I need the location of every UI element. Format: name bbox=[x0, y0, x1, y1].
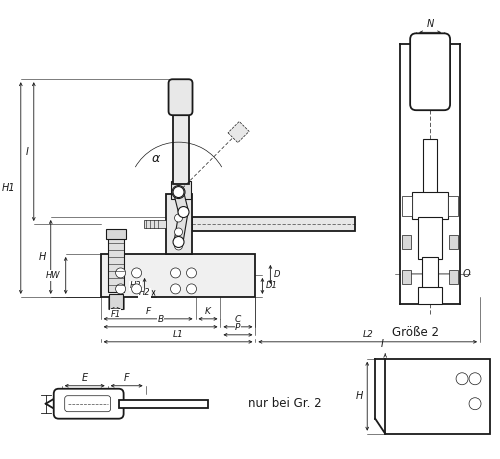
Bar bbox=[385, 359, 490, 434]
Circle shape bbox=[170, 268, 180, 278]
Text: H: H bbox=[356, 391, 363, 401]
Bar bbox=[418, 217, 442, 259]
Text: Größe 2: Größe 2 bbox=[392, 326, 438, 339]
Bar bbox=[108, 294, 122, 309]
Text: B: B bbox=[158, 315, 164, 324]
Circle shape bbox=[116, 268, 126, 278]
Polygon shape bbox=[174, 211, 188, 243]
Text: F: F bbox=[124, 373, 130, 383]
Text: HW: HW bbox=[46, 271, 60, 280]
FancyBboxPatch shape bbox=[54, 389, 124, 419]
Bar bbox=[108, 237, 124, 292]
Text: K: K bbox=[205, 307, 211, 316]
Text: D1: D1 bbox=[266, 281, 278, 291]
Bar bbox=[192, 217, 355, 231]
Circle shape bbox=[116, 284, 126, 294]
Text: O: O bbox=[463, 269, 470, 279]
Text: I: I bbox=[380, 339, 383, 349]
Text: L1: L1 bbox=[172, 330, 184, 339]
Bar bbox=[166, 194, 192, 254]
Text: H2: H2 bbox=[139, 288, 150, 297]
Bar bbox=[449, 235, 458, 249]
Bar bbox=[422, 257, 438, 289]
Circle shape bbox=[173, 186, 184, 197]
FancyBboxPatch shape bbox=[64, 396, 110, 412]
Text: I: I bbox=[26, 146, 29, 157]
Circle shape bbox=[456, 373, 468, 385]
Circle shape bbox=[172, 185, 185, 199]
Circle shape bbox=[132, 284, 141, 294]
Circle shape bbox=[186, 284, 196, 294]
Bar bbox=[402, 196, 412, 216]
FancyBboxPatch shape bbox=[410, 34, 450, 110]
Circle shape bbox=[178, 207, 189, 218]
FancyBboxPatch shape bbox=[168, 79, 192, 115]
Bar bbox=[423, 139, 437, 194]
Bar bbox=[118, 400, 208, 408]
Bar bbox=[170, 181, 190, 199]
Polygon shape bbox=[174, 191, 188, 213]
Text: F1: F1 bbox=[110, 310, 121, 319]
Circle shape bbox=[469, 373, 481, 385]
Circle shape bbox=[469, 397, 481, 410]
Polygon shape bbox=[228, 122, 249, 143]
Bar bbox=[448, 196, 458, 216]
Bar bbox=[412, 192, 448, 219]
Text: F: F bbox=[146, 307, 150, 316]
Bar bbox=[100, 254, 256, 297]
Circle shape bbox=[174, 228, 182, 236]
Circle shape bbox=[186, 268, 196, 278]
Text: H3: H3 bbox=[130, 281, 141, 291]
Circle shape bbox=[170, 284, 180, 294]
Text: E: E bbox=[82, 373, 87, 383]
Text: H: H bbox=[38, 252, 46, 262]
Text: nur bei Gr. 2: nur bei Gr. 2 bbox=[248, 397, 322, 410]
Circle shape bbox=[132, 268, 141, 278]
Bar bbox=[420, 45, 440, 99]
Text: D: D bbox=[274, 270, 280, 279]
Bar bbox=[418, 287, 442, 304]
Text: L2: L2 bbox=[362, 330, 373, 339]
Circle shape bbox=[173, 236, 184, 247]
Bar bbox=[144, 220, 166, 228]
Bar bbox=[402, 235, 411, 249]
Text: H1: H1 bbox=[2, 183, 16, 193]
Text: P: P bbox=[235, 323, 240, 332]
Circle shape bbox=[174, 214, 182, 222]
Bar bbox=[172, 109, 188, 184]
Bar bbox=[106, 229, 126, 239]
Text: N: N bbox=[426, 19, 434, 29]
Bar bbox=[402, 270, 411, 284]
Circle shape bbox=[174, 242, 182, 250]
Text: $\alpha$: $\alpha$ bbox=[150, 152, 160, 165]
Bar bbox=[449, 270, 458, 284]
Text: C: C bbox=[235, 315, 241, 324]
